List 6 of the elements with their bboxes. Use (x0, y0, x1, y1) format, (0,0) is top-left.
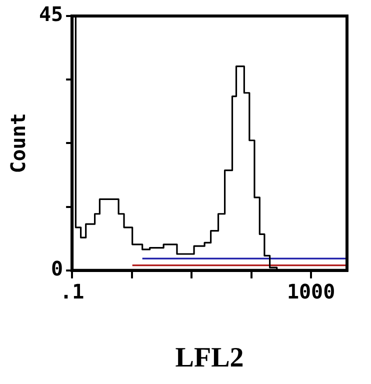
y-tick-label: 0 (51, 256, 64, 281)
x-tick-label: 1000 (286, 280, 336, 304)
y-tick-label: 45 (38, 2, 64, 26)
x-axis-title: LFL2 (175, 342, 244, 374)
y-axis-title: Count (6, 113, 30, 174)
x-tick-label: .1 (60, 280, 84, 304)
